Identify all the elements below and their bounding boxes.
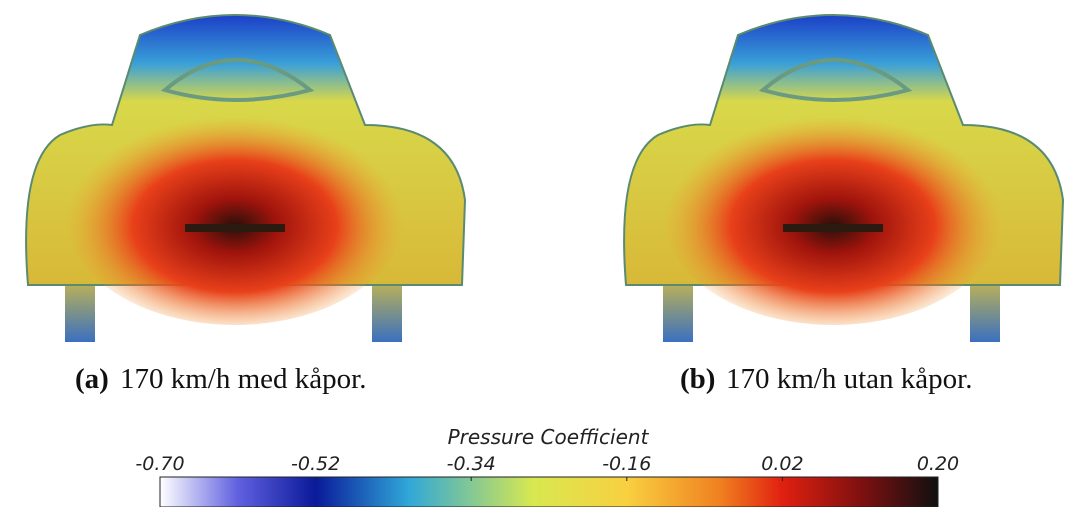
tick-label: 0.02 xyxy=(761,453,803,475)
figure: (a) 170 km/h med kåpor. (b) 170 km/h uta… xyxy=(0,0,1065,507)
caption: 170 km/h med kåpor. xyxy=(120,363,366,395)
tick-label: -0.34 xyxy=(447,453,496,475)
colorbar xyxy=(160,477,938,507)
colorbar-title: Pressure Coefficient xyxy=(448,425,650,449)
tick-label: -0.16 xyxy=(602,453,651,475)
caption: 170 km/h utan kåpor. xyxy=(726,363,972,395)
caption-label: (b) xyxy=(680,363,715,395)
caption-label: (a) xyxy=(75,363,109,395)
tick-label: -0.70 xyxy=(135,453,184,475)
tick-label: 0.20 xyxy=(917,453,959,475)
tick-label: -0.52 xyxy=(291,453,340,475)
